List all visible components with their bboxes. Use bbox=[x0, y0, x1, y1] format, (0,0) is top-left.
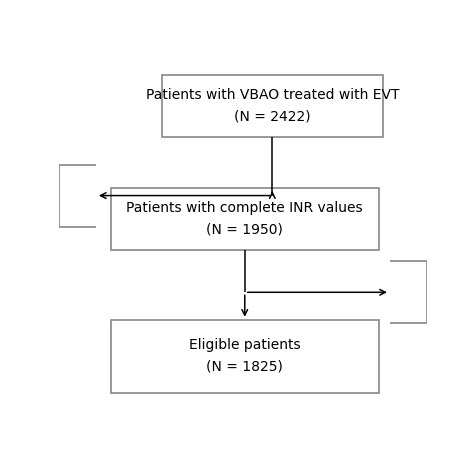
Text: Patients with complete INR values: Patients with complete INR values bbox=[127, 201, 363, 215]
Text: Patients with VBAO treated with EVT: Patients with VBAO treated with EVT bbox=[146, 88, 399, 102]
Bar bbox=[110, 188, 379, 250]
Text: (N = 1825): (N = 1825) bbox=[206, 359, 283, 374]
Bar bbox=[162, 75, 383, 137]
Text: (N = 2422): (N = 2422) bbox=[234, 109, 310, 123]
Text: Eligible patients: Eligible patients bbox=[189, 338, 301, 352]
Bar bbox=[110, 319, 379, 392]
Text: (N = 1950): (N = 1950) bbox=[206, 222, 283, 237]
